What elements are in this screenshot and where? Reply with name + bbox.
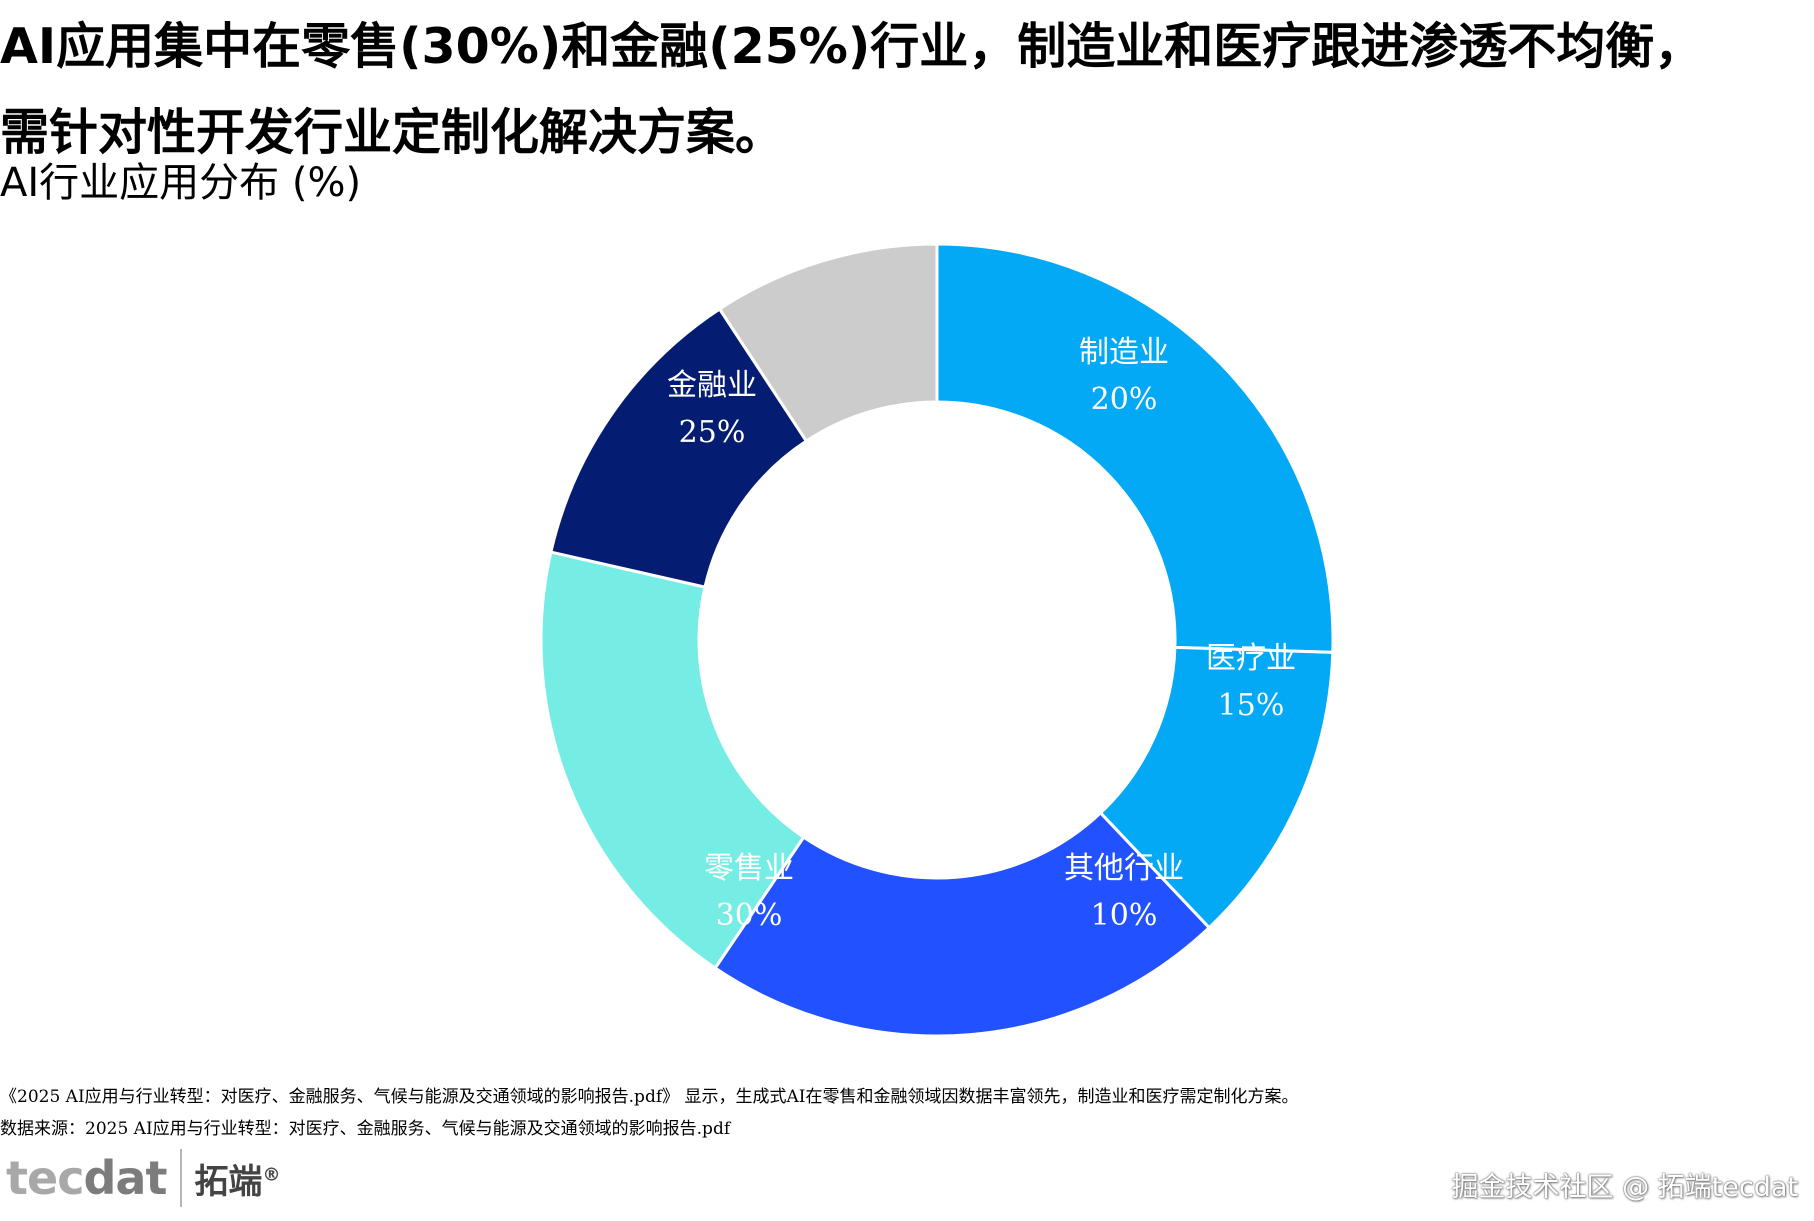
slice-label-制造业: 制造业 <box>1079 335 1169 370</box>
chart-labels: 制造业 20% 医疗业 15% 其他行业 10% 零售业 30% 金融业 25% <box>667 335 1296 933</box>
footnote-line-1: 《2025 AI应用与行业转型：对医疗、金融服务、气候与能源及交通领域的影响报告… <box>0 1087 1299 1107</box>
slice-value-制造业: 20% <box>1091 382 1158 417</box>
chart-subtitle: AI行业应用分布 (%) <box>0 160 362 206</box>
slice-2-其他行业 <box>713 810 1212 1038</box>
slice-value-其他行业: 10% <box>1091 898 1158 933</box>
slice-3-零售业 <box>539 550 806 971</box>
logo-divider <box>180 1149 183 1207</box>
logo-tec-text: tecdat <box>6 1151 167 1205</box>
slice-5-unlabeled <box>717 242 939 444</box>
watermark: 掘金技术社区 @ 拓端tecdat <box>1451 1172 1798 1203</box>
slice-label-金融业: 金融业 <box>667 368 757 403</box>
slice-value-医疗业: 15% <box>1218 688 1285 723</box>
slice-0-制造业 <box>935 242 1335 654</box>
headline-line-2: 需针对性开发行业定制化解决方案。 <box>0 104 785 161</box>
footnote-line-2: 数据来源：2025 AI应用与行业转型：对医疗、金融服务、气候与能源及交通领域的… <box>0 1119 731 1139</box>
chart-slices <box>539 242 1335 1038</box>
logo-brand-name: 拓端® <box>194 1161 281 1202</box>
footnote: 《2025 AI应用与行业转型：对医疗、金融服务、气候与能源及交通领域的影响报告… <box>0 1081 1299 1145</box>
tecdat-logo: tecdat 拓端® <box>6 1143 280 1213</box>
headline: AI应用集中在零售(30%)和金融(25%)行业，制造业和医疗跟进渗透不均衡， … <box>0 4 1814 176</box>
slice-value-金融业: 25% <box>679 415 746 450</box>
slice-label-零售业: 零售业 <box>704 851 794 886</box>
headline-line-1: AI应用集中在零售(30%)和金融(25%)行业，制造业和医疗跟进渗透不均衡， <box>0 18 1704 75</box>
slice-value-零售业: 30% <box>716 898 783 933</box>
slice-label-医疗业: 医疗业 <box>1206 641 1296 676</box>
slice-label-其他行业: 其他行业 <box>1064 851 1184 886</box>
